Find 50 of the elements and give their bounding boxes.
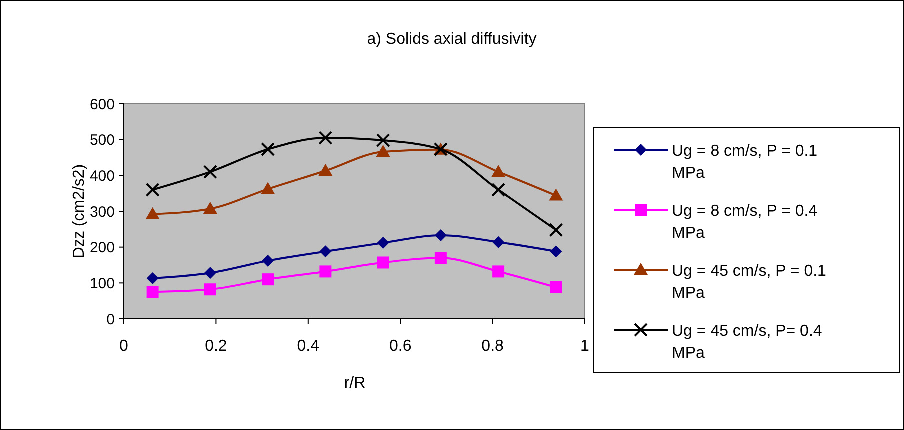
x-tick-label: 0 xyxy=(120,338,129,355)
point xyxy=(376,134,390,148)
y-tick-label: 300 xyxy=(90,204,115,221)
y-tick-label: 400 xyxy=(90,168,115,185)
legend-label: Ug = 45 cm/s, P= 0.4 MPa xyxy=(672,323,822,362)
point xyxy=(549,188,564,201)
point xyxy=(492,183,506,197)
point xyxy=(376,145,390,158)
legend-label: Ug = 8 cm/s, P = 0.4 MPa xyxy=(672,203,818,242)
point xyxy=(261,142,276,157)
point xyxy=(377,256,390,269)
point xyxy=(492,165,506,178)
y-tick-label: 600 xyxy=(90,96,115,114)
point xyxy=(320,266,332,278)
y-tick-label: 500 xyxy=(90,132,115,150)
x-tick-label: 1 xyxy=(580,338,590,355)
point xyxy=(492,266,505,278)
y-tick-label: 100 xyxy=(90,275,115,292)
x-tick-label: 0.2 xyxy=(205,338,228,355)
point xyxy=(318,131,333,146)
point xyxy=(146,272,159,285)
point xyxy=(377,237,390,250)
point xyxy=(262,274,274,286)
point xyxy=(434,230,447,242)
y-tick-label: 200 xyxy=(90,240,115,257)
legend-label: Ug = 8 cm/s, P = 0.1 MPa xyxy=(672,143,818,182)
point xyxy=(146,183,160,197)
point xyxy=(204,284,216,296)
x-tick-label: 0.6 xyxy=(389,338,412,355)
point xyxy=(262,254,274,267)
x-tick-label: 0.4 xyxy=(297,338,320,355)
point xyxy=(203,165,218,180)
y-axis-title: Dzz (cm2/s2) xyxy=(71,164,88,259)
point xyxy=(320,246,332,258)
point xyxy=(550,281,562,294)
point xyxy=(146,286,159,298)
point xyxy=(492,236,505,248)
x-axis-title: r/R xyxy=(344,375,366,392)
point xyxy=(550,246,562,258)
legend-label: Ug = 45 cm/s, P = 0.1 MPa xyxy=(672,263,827,302)
point xyxy=(261,182,276,194)
point xyxy=(146,207,160,220)
y-tick-label: 0 xyxy=(106,311,115,328)
point xyxy=(318,164,333,176)
point xyxy=(204,267,216,280)
point xyxy=(203,202,218,214)
x-tick-label: 0.8 xyxy=(482,338,504,355)
chart-title: a) Solids axial diffusivity xyxy=(367,31,537,48)
point xyxy=(549,223,564,238)
point xyxy=(434,252,447,264)
